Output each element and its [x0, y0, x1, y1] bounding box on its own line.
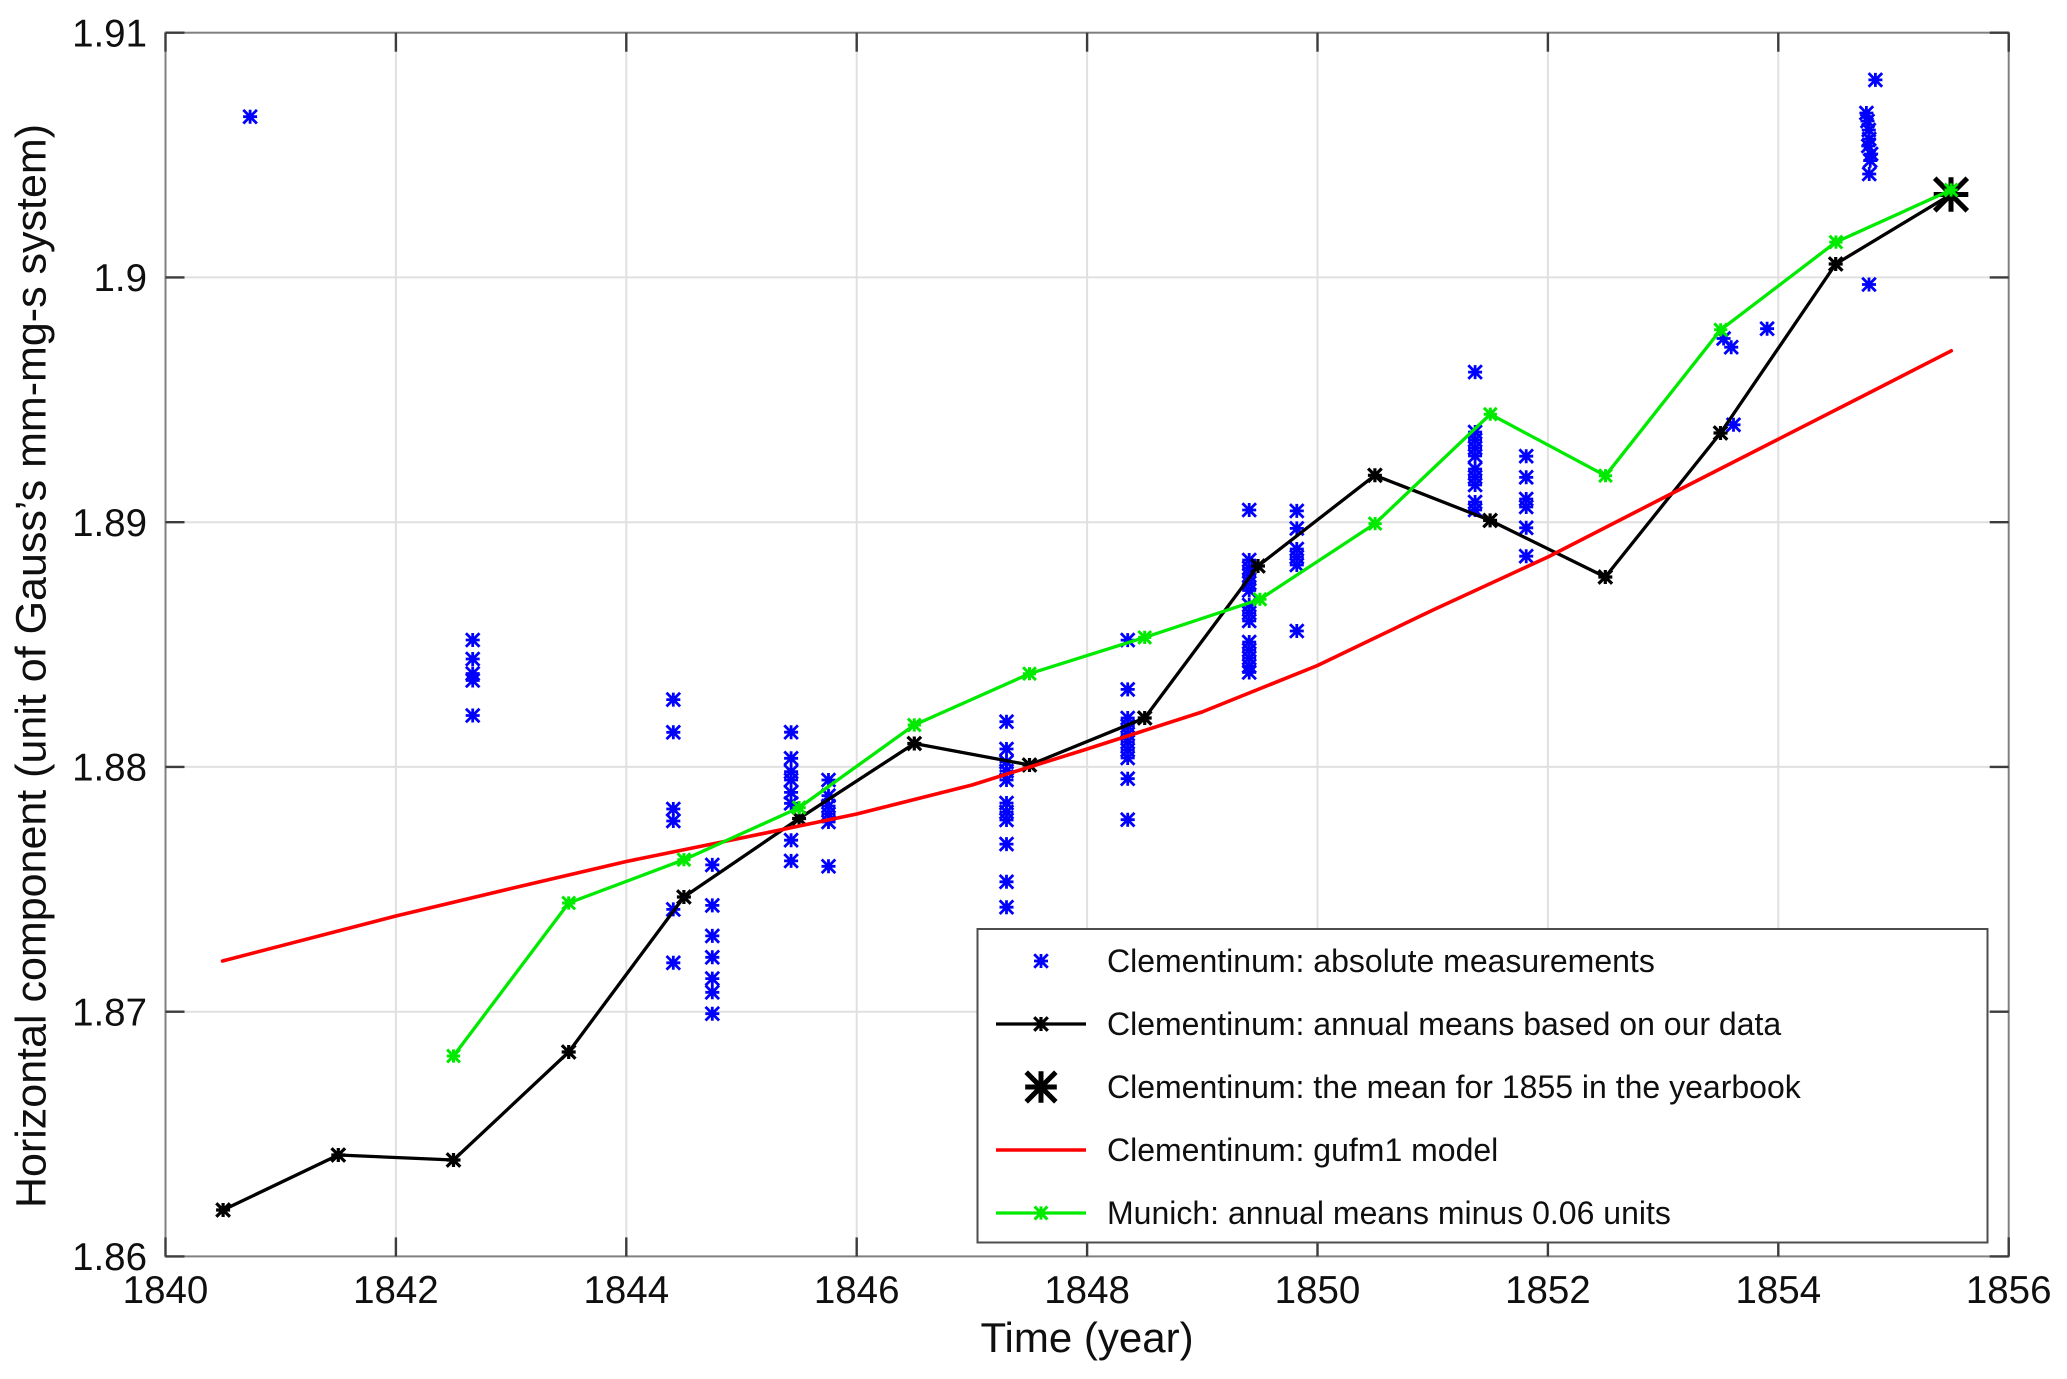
svg-text:1.88: 1.88 — [72, 747, 147, 790]
svg-text:1.9: 1.9 — [93, 257, 147, 300]
svg-text:Time (year): Time (year) — [980, 1314, 1193, 1361]
svg-text:1844: 1844 — [583, 1269, 669, 1312]
svg-text:1840: 1840 — [123, 1269, 209, 1312]
svg-text:1848: 1848 — [1044, 1269, 1130, 1312]
svg-text:1842: 1842 — [353, 1269, 439, 1312]
svg-text:Horizontal component (unit of: Horizontal component (unit of Gauss’s mm… — [8, 124, 56, 1208]
svg-text:1854: 1854 — [1735, 1269, 1821, 1312]
svg-text:Clementinum: the mean for 1855: Clementinum: the mean for 1855 in the ye… — [1107, 1069, 1802, 1105]
svg-text:1.89: 1.89 — [72, 502, 147, 545]
svg-text:1.87: 1.87 — [72, 991, 147, 1034]
svg-text:1846: 1846 — [814, 1269, 900, 1312]
svg-text:1852: 1852 — [1505, 1269, 1591, 1312]
svg-text:1.91: 1.91 — [72, 12, 147, 55]
svg-text:Clementinum: absolute measurem: Clementinum: absolute measurements — [1107, 943, 1655, 979]
svg-text:Clementinum: gufm1 model: Clementinum: gufm1 model — [1107, 1132, 1498, 1168]
svg-text:1856: 1856 — [1966, 1269, 2052, 1312]
svg-text:Clementinum: annual means base: Clementinum: annual means based on our d… — [1107, 1006, 1781, 1042]
svg-text:Munich: annual means minus 0.0: Munich: annual means minus 0.06 units — [1107, 1195, 1671, 1231]
svg-text:1850: 1850 — [1275, 1269, 1361, 1312]
svg-text:1.86: 1.86 — [72, 1236, 147, 1279]
